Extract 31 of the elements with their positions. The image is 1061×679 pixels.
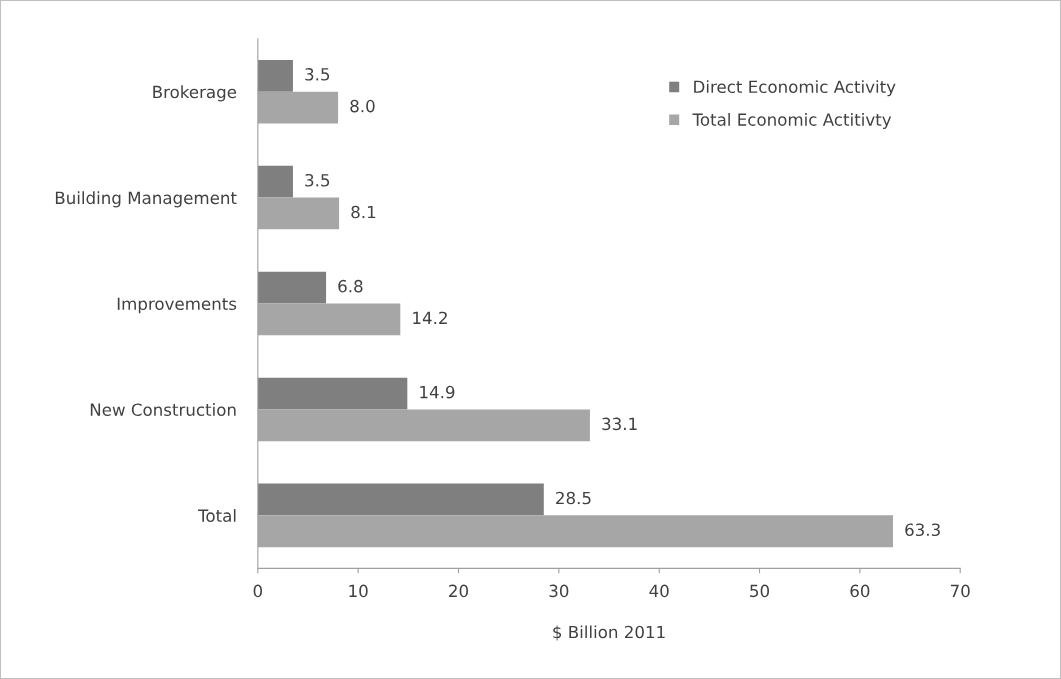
bar [257, 377, 408, 410]
data-label: 14.9 [420, 385, 455, 399]
data-label: 14.2 [413, 311, 447, 324]
y-tick-label: New Construction [90, 403, 236, 417]
data-label: 8.1 [351, 205, 376, 219]
x-tick-label: 30 [549, 584, 569, 598]
data-label: 28.5 [556, 491, 591, 505]
data-label: 63.3 [905, 523, 940, 537]
y-tick-label: Total [198, 509, 236, 522]
data-label: 6.8 [338, 279, 363, 293]
y-tick-label: Improvements [117, 297, 237, 314]
data-label: 8.0 [350, 99, 375, 113]
bar [257, 165, 293, 198]
bar [257, 271, 327, 304]
data-label: 3.5 [305, 68, 330, 81]
legend-label: Total Economic Actitivty [692, 112, 892, 130]
bar [257, 483, 544, 516]
y-tick-label: Brokerage [153, 85, 237, 102]
data-label: 33.1 [602, 417, 637, 431]
bar [257, 59, 293, 92]
x-tick-label: 60 [850, 584, 870, 598]
data-label: 3.5 [305, 173, 330, 187]
legend-label: Direct Economic Activity [694, 80, 896, 97]
x-tick-label: 0 [253, 584, 263, 598]
y-tick-label: Building Management [55, 191, 237, 208]
x-tick-label: 40 [649, 584, 669, 598]
x-tick-label: 50 [750, 584, 770, 598]
x-tick-label: 10 [349, 584, 368, 598]
x-tick-label: 70 [950, 584, 970, 598]
x-tick-label: 20 [449, 584, 468, 598]
x-axis-title: $ Billion 2011 [553, 625, 665, 641]
